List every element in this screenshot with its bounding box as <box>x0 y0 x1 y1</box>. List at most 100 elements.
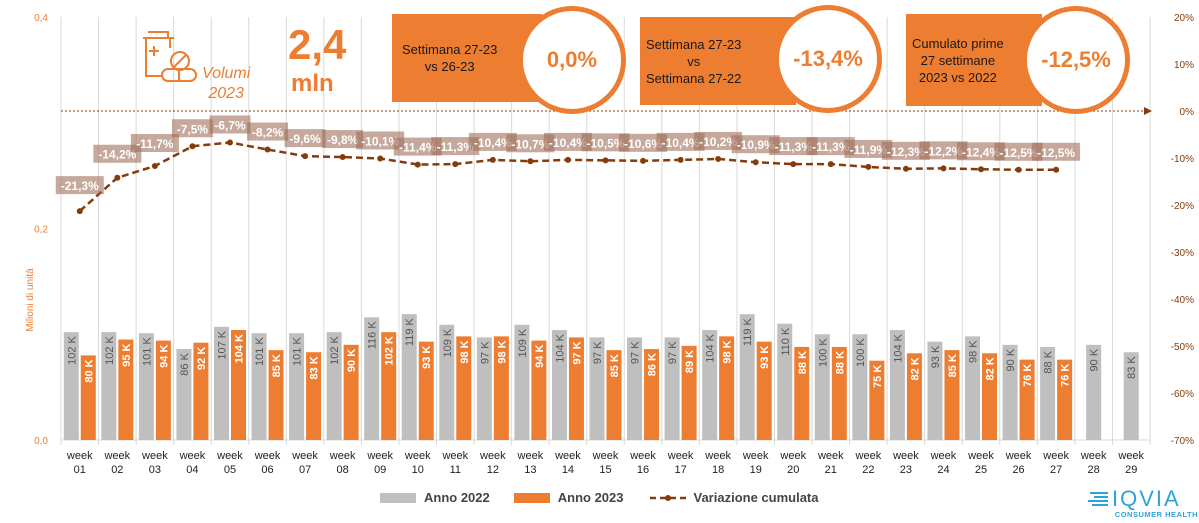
bar-2023 <box>681 345 697 440</box>
x-tick-label: week <box>967 450 994 462</box>
x-tick-label: week <box>329 450 356 462</box>
bar-2023-label: 102 K <box>384 336 396 365</box>
bar-2023-label: 89 K <box>684 350 696 373</box>
cumulative-point <box>602 157 609 164</box>
x-tick-label: 28 <box>1088 464 1100 476</box>
bar-2022-label: 104 K <box>892 333 904 362</box>
x-tick-label: week <box>554 450 581 462</box>
x-tick-label: week <box>1080 450 1107 462</box>
kpi-week-vs-last-year-value: -13,4% <box>774 5 882 113</box>
bar-2023 <box>155 340 171 440</box>
bar-2023 <box>230 330 246 440</box>
chart-legend: Anno 2022 Anno 2023 Variazione cumulata <box>380 490 843 505</box>
x-tick-label: week <box>103 450 130 462</box>
cumulative-label: -7,5% <box>177 122 209 136</box>
bar-2022-label: 100 K <box>817 338 829 367</box>
bar-2023 <box>756 341 772 440</box>
cumulative-label-bg <box>619 133 668 152</box>
bar-2022 <box>176 349 192 440</box>
zero-reference-line <box>61 107 1152 115</box>
bar-2022 <box>514 324 530 440</box>
legend-item-cumulative: Variazione cumulata <box>648 490 819 505</box>
bar-2023-label: 86 K <box>647 353 659 376</box>
legend-item-2023: Anno 2023 <box>513 490 624 505</box>
cumulative-label-bg <box>284 129 326 148</box>
cumulative-point <box>715 155 722 162</box>
x-tick-label: week <box>179 450 206 462</box>
x-tick-label: week <box>1117 450 1144 462</box>
zero-line-arrow-icon <box>1144 107 1152 115</box>
medicine-bottle-pills-icon <box>143 31 197 82</box>
bar-2022 <box>664 337 680 440</box>
x-tick-label: week <box>629 450 656 462</box>
x-tick-label: 06 <box>261 464 273 476</box>
cumulative-label-bg <box>393 137 442 156</box>
kpi-cumulative-value: -12,5% <box>1022 6 1130 114</box>
cumulative-label-bg <box>247 122 289 141</box>
legend-swatch-2022 <box>380 492 416 503</box>
kpi-cumulative-box: Cumulato prime 27 settimane 2023 vs 2022 <box>906 14 1042 106</box>
cumulative-label: -11,9% <box>850 143 888 157</box>
cumulative-label: -10,4% <box>474 136 512 150</box>
x-tick-label: 10 <box>412 464 424 476</box>
x-tick-label: 02 <box>111 464 123 476</box>
bar-2022-label: 97 K <box>479 341 491 364</box>
cumulative-label: -11,7% <box>136 137 174 151</box>
bar-2023-label: 76 K <box>1022 364 1034 387</box>
cumulative-label: -11,3% <box>775 140 813 154</box>
iqvia-subtitle: CONSUMER HEALTH <box>1114 510 1198 519</box>
bar-2022-label: 93 K <box>930 345 942 368</box>
bar-2023 <box>644 349 660 440</box>
bar-2023-label: 82 K <box>985 357 997 380</box>
bar-2022-label: 101 K <box>141 337 153 366</box>
cumulative-label-bg <box>731 135 780 154</box>
cumulative-point <box>114 174 121 181</box>
cumulative-label: -10,1% <box>361 134 399 148</box>
bar-2023 <box>869 360 885 440</box>
x-tick-label: week <box>66 450 93 462</box>
cumulative-label-bg <box>93 144 142 163</box>
bar-2023-label: 92 K <box>196 347 208 370</box>
bar-2022-label: 116 K <box>367 321 379 350</box>
x-tick-label: week <box>254 450 281 462</box>
x-tick-label: week <box>291 450 318 462</box>
volumes-title: Volumi <box>202 65 251 82</box>
bar-2022 <box>702 330 718 440</box>
bar-2022-label: 86 K <box>179 352 191 375</box>
cumulative-label-bg <box>171 119 213 138</box>
bar-2022 <box>326 332 342 440</box>
legend-item-2022: Anno 2022 <box>380 490 490 505</box>
x-tick-label: 13 <box>524 464 536 476</box>
cumulative-point <box>865 163 872 170</box>
x-tick-label: 03 <box>149 464 161 476</box>
bar-2022-label: 107 K <box>216 330 228 359</box>
bar-2023-label: 75 K <box>872 365 884 388</box>
cumulative-label-bg <box>656 132 705 151</box>
x-tick-label: week <box>855 450 882 462</box>
x-tick-label: 01 <box>74 464 86 476</box>
x-tick-label: week <box>441 450 468 462</box>
cumulative-label: -11,4% <box>399 141 437 155</box>
bar-2023-label: 82 K <box>909 357 921 380</box>
cumulative-label: -10,7% <box>511 137 549 151</box>
bar-2023 <box>118 339 134 440</box>
cumulative-label-bg <box>55 176 104 195</box>
bar-2022-label: 90 K <box>1089 348 1101 371</box>
right-tick-label: -50% <box>1171 342 1194 353</box>
x-tick-label: week <box>1005 450 1032 462</box>
cumulative-label-bg <box>431 137 480 156</box>
bar-2022 <box>63 332 79 440</box>
right-axis: 20% 10% 0% -10% -20% -30% -40% -50% -60% -70% <box>1171 13 1194 447</box>
cumulative-point <box>452 161 459 168</box>
bar-2022-label: 101 K <box>292 337 304 366</box>
bar-2023 <box>193 342 209 440</box>
bar-2023 <box>568 337 584 440</box>
bar-2023 <box>982 353 998 440</box>
bar-2023-label: 97 K <box>571 341 583 364</box>
left-tick-label: 0,4 <box>34 13 48 24</box>
right-tick-label: -10% <box>1171 154 1194 165</box>
x-tick-label: 29 <box>1125 464 1137 476</box>
bar-2022 <box>852 334 868 440</box>
cumulative-label-bg <box>844 139 893 158</box>
